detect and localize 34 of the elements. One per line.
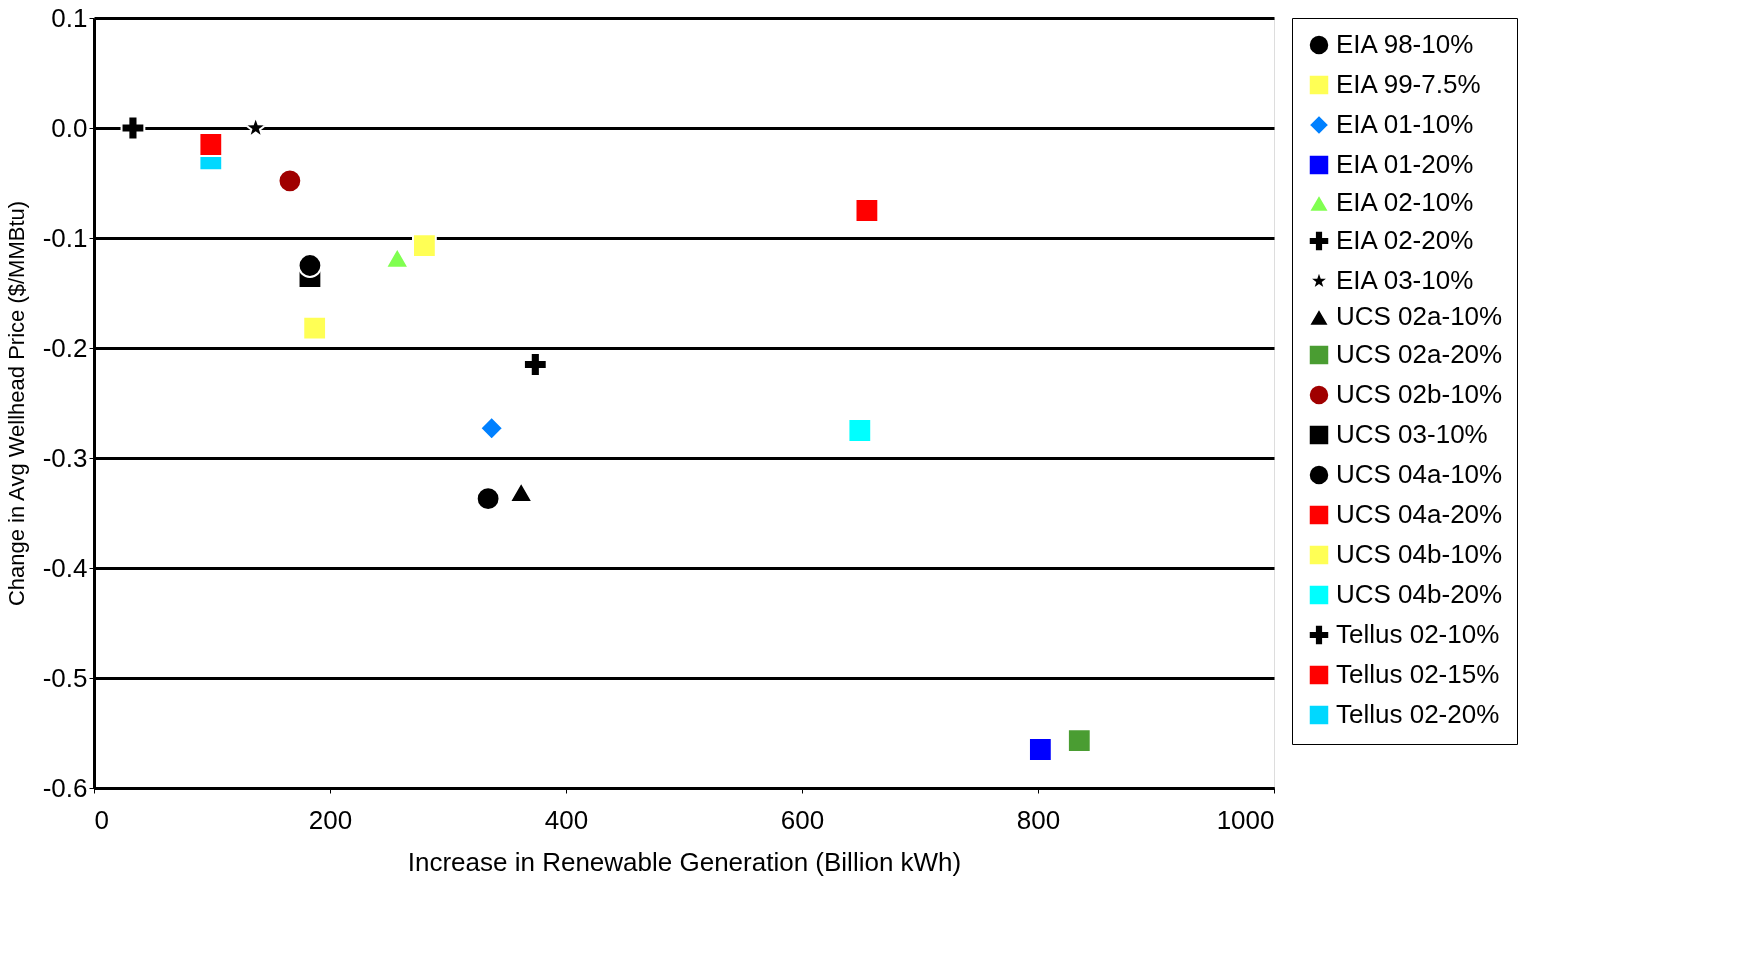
- y-tick-label: -0.5: [42, 662, 88, 693]
- legend-label: UCS 02a-10%: [1336, 301, 1503, 331]
- x-tick-label: 600: [780, 804, 825, 835]
- y-tick-label: -0.4: [42, 552, 88, 583]
- y-tick-label: -0.6: [42, 772, 88, 803]
- legend-label: EIA 01-20%: [1336, 149, 1474, 179]
- legend-label: Tellus 02-10%: [1336, 619, 1500, 649]
- legend-label: EIA 99-7.5%: [1336, 69, 1481, 99]
- x-tick-label: 800: [1016, 804, 1061, 835]
- x-tick-label: 0: [94, 804, 109, 835]
- legend-label: EIA 02-10%: [1336, 187, 1474, 217]
- y-tick-label: -0.2: [42, 332, 88, 363]
- legend-label: EIA 02-20%: [1336, 225, 1474, 255]
- x-tick-label: 1000: [1216, 804, 1275, 835]
- y-tick-label: -0.3: [42, 442, 88, 473]
- x-axis-title: Increase in Renewable Generation (Billion kWh): [407, 846, 962, 877]
- legend-label: EIA 98-10%: [1336, 29, 1474, 59]
- y-axis-title: Change in Avg Wellhead Price ($/MMBtu): [3, 200, 29, 607]
- legend-label: UCS 02a-20%: [1336, 339, 1503, 369]
- y-tick-label: 0.0: [51, 112, 88, 143]
- legend-label: Tellus 02-15%: [1336, 659, 1500, 689]
- legend-label: UCS 03-10%: [1336, 419, 1488, 449]
- legend-label: Tellus 02-20%: [1336, 699, 1500, 729]
- y-tick-label: -0.1: [42, 222, 88, 253]
- legend-label: EIA 03-10%: [1336, 265, 1474, 295]
- x-tick-label: 400: [544, 804, 589, 835]
- legend-label: EIA 01-10%: [1336, 109, 1474, 139]
- legend-label: UCS 04a-20%: [1336, 499, 1503, 529]
- legend-label: UCS 04b-20%: [1336, 579, 1503, 609]
- x-tick-label: 200: [308, 804, 353, 835]
- legend-label: UCS 04a-10%: [1336, 459, 1503, 489]
- legend-label: UCS 04b-10%: [1336, 539, 1503, 569]
- y-tick-label: 0.1: [51, 2, 88, 33]
- legend-label: UCS 02b-10%: [1336, 379, 1503, 409]
